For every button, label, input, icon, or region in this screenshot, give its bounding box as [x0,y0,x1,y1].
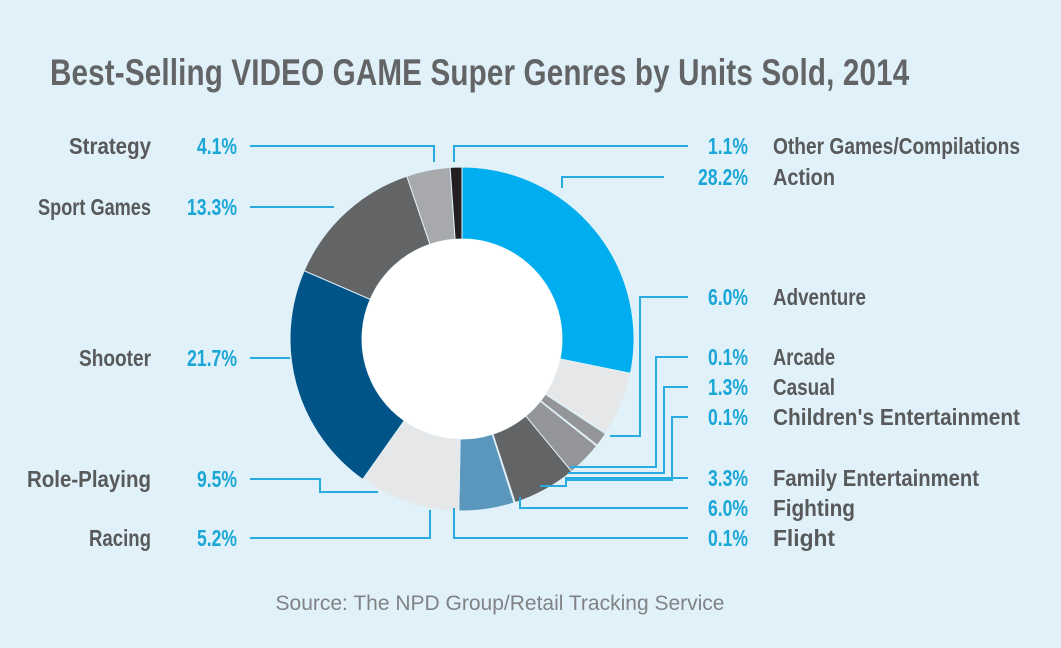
leader-line-strategy [250,145,435,162]
category-label-action: Action [773,164,835,190]
value-label-family-entertainment: 3.3% [708,465,748,491]
donut-hole [362,239,562,439]
leader-line-arcade [570,356,688,468]
leader-line-other-games-compilations [453,145,688,162]
value-label-children-s-entertainment: 0.1% [708,404,748,430]
value-label-flight: 0.1% [708,525,748,551]
value-label-action: 28.2% [698,164,748,190]
category-label-casual: Casual [773,374,835,400]
category-label-arcade: Arcade [773,344,835,370]
value-label-arcade: 0.1% [708,344,748,370]
category-label-shooter: Shooter [79,345,151,371]
category-label-fighting: Fighting [773,495,855,521]
category-label-children-s-entertainment: Children's Entertainment [773,404,1020,430]
leader-line-children-s-entertainment [566,416,688,481]
value-label-role-playing: 9.5% [197,466,237,492]
category-label-strategy: Strategy [69,133,151,159]
category-label-adventure: Adventure [773,284,866,310]
leader-line-fighting [519,497,688,509]
category-label-family-entertainment: Family Entertainment [773,465,979,491]
category-label-flight: Flight [773,525,835,551]
value-label-casual: 1.3% [708,374,748,400]
value-label-strategy: 4.1% [197,133,237,159]
category-label-role-playing: Role-Playing [27,466,151,492]
value-label-racing: 5.2% [197,525,237,551]
leader-line-role-playing [250,478,378,493]
value-label-sport-games: 13.3% [187,194,237,220]
leader-line-flight [453,508,688,539]
leader-line-action [561,176,664,188]
category-label-racing: Racing [89,525,151,551]
source-note: Source: The NPD Group/Retail Tracking Se… [275,592,725,615]
leader-line-adventure [610,296,688,437]
chart-title: Best-Selling VIDEO GAME Super Genres by … [50,52,910,93]
leader-line-racing [250,510,431,539]
value-label-other-games-compilations: 1.1% [708,133,748,159]
value-label-fighting: 6.0% [708,495,748,521]
leader-line-family-entertainment [540,477,688,487]
category-label-sport-games: Sport Games [38,194,151,220]
value-label-shooter: 21.7% [187,345,237,371]
category-label-other-games-compilations: Other Games/Compilations [773,133,1020,159]
value-label-adventure: 6.0% [708,284,748,310]
leader-line-casual [568,386,688,474]
